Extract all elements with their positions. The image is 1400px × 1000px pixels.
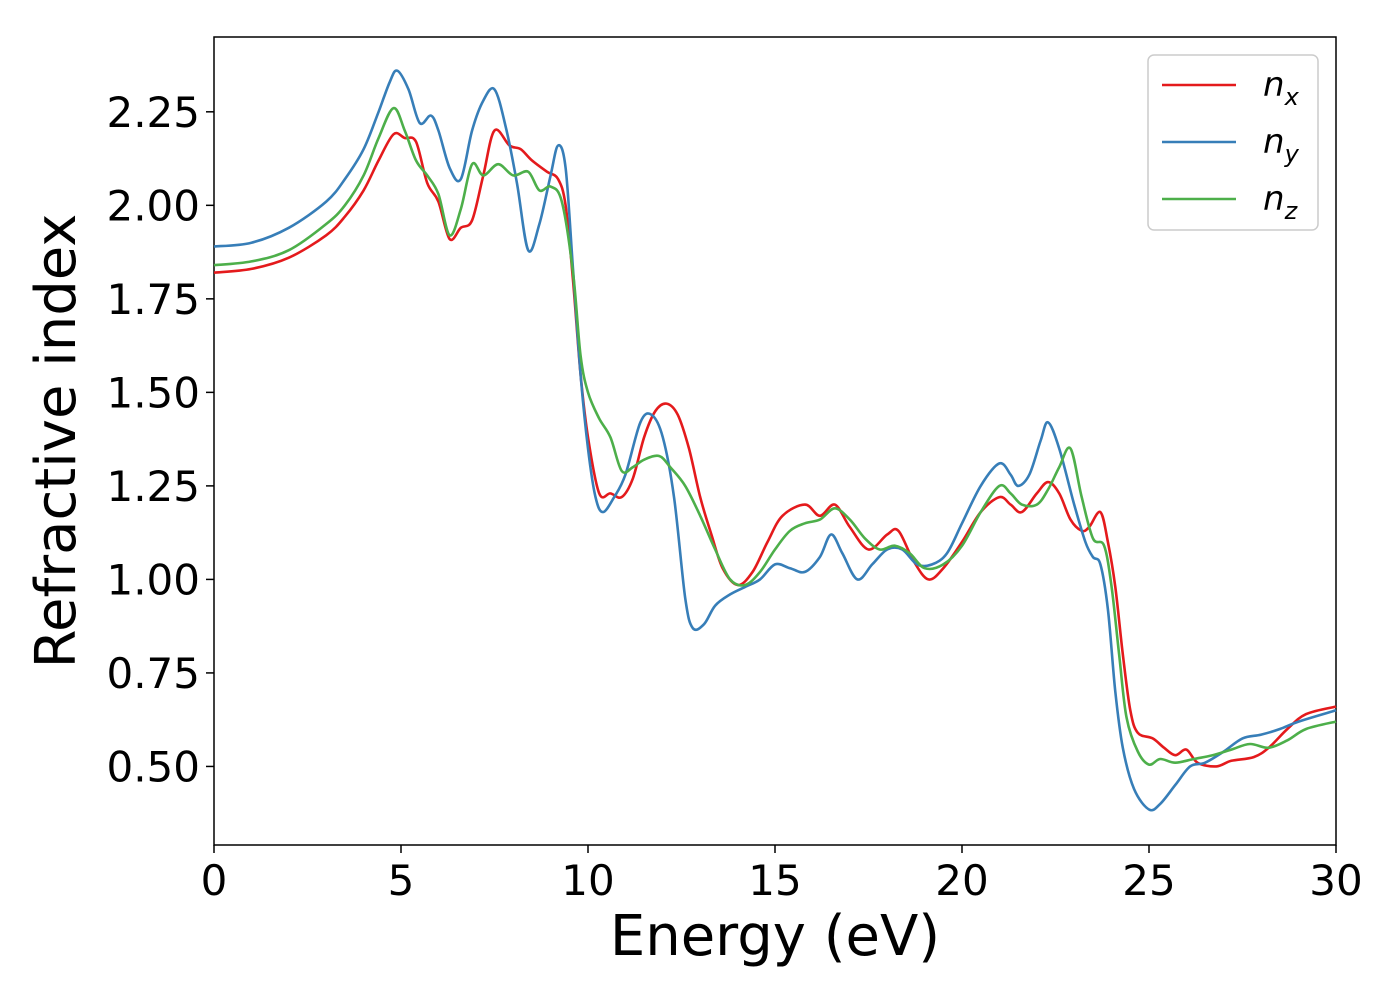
y-axis-title: Refractive index: [24, 214, 89, 669]
series-line-nx: [213, 128, 1337, 768]
y-tick-label: 0.75: [106, 649, 200, 698]
y-axis: 0.50 0.75 1.00 1.25 1.50 1.75 2.00 2.25: [106, 88, 214, 791]
x-axis: 0 5 10 15 20 25 30: [201, 845, 1363, 905]
series-line-nz: [213, 106, 1337, 767]
y-tick-label: 2.25: [106, 88, 200, 137]
x-tick-label: 5: [388, 856, 415, 905]
x-tick-label: 10: [561, 856, 614, 905]
series-line-ny: [213, 69, 1337, 812]
x-axis-title: Energy (eV): [610, 904, 940, 969]
x-tick-label: 0: [201, 856, 228, 905]
series-lines: [213, 69, 1337, 812]
y-tick-label: 1.00: [106, 555, 200, 604]
y-tick-label: 1.75: [106, 275, 200, 324]
y-tick-label: 0.50: [106, 742, 200, 791]
y-tick-label: 2.00: [106, 181, 200, 230]
x-tick-label: 30: [1309, 856, 1362, 905]
x-tick-label: 25: [1122, 856, 1175, 905]
y-tick-label: 1.50: [106, 368, 200, 417]
y-tick-label: 1.25: [106, 462, 200, 511]
x-tick-label: 20: [935, 856, 988, 905]
x-tick-label: 15: [748, 856, 801, 905]
